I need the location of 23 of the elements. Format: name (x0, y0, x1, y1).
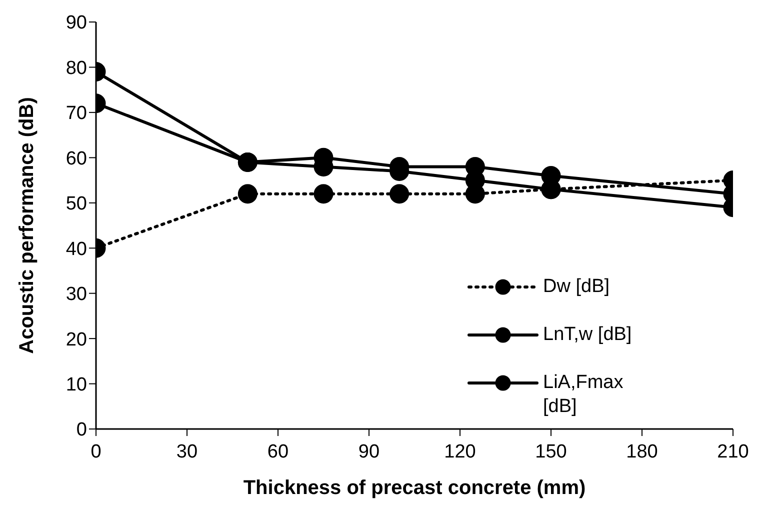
y-tick-label: 40 (66, 238, 87, 260)
y-tick-label: 0 (76, 420, 87, 441)
x-tick-label: 150 (535, 441, 567, 462)
y-tick-label: 90 (66, 12, 87, 34)
x-tick-label: 120 (444, 441, 476, 462)
y-tick-label: 60 (66, 148, 87, 170)
x-tick-label: 180 (626, 441, 658, 462)
y-tick-label: 10 (66, 374, 87, 396)
y-tick-label: 70 (66, 103, 87, 124)
y-axis-title: Acoustic performance (dB) (16, 97, 38, 354)
legend-label: Dw [dB] (543, 275, 611, 299)
legend-label: LiA,Fmax [dB] (543, 371, 624, 419)
y-tick-label: 80 (66, 58, 87, 79)
y-tick-label: 30 (66, 284, 87, 306)
legend-label: LnT,w [dB] (543, 323, 633, 347)
x-tick-label: 210 (717, 441, 749, 462)
y-tick-label: 20 (66, 329, 87, 350)
x-tick-label: 90 (358, 441, 380, 462)
x-tick-label: 30 (176, 441, 198, 462)
x-tick-label: 0 (90, 441, 102, 462)
x-tick-label: 60 (267, 441, 289, 462)
x-axis-title: Thickness of precast concrete (mm) (243, 477, 586, 499)
y-tick-label: 50 (66, 194, 87, 215)
